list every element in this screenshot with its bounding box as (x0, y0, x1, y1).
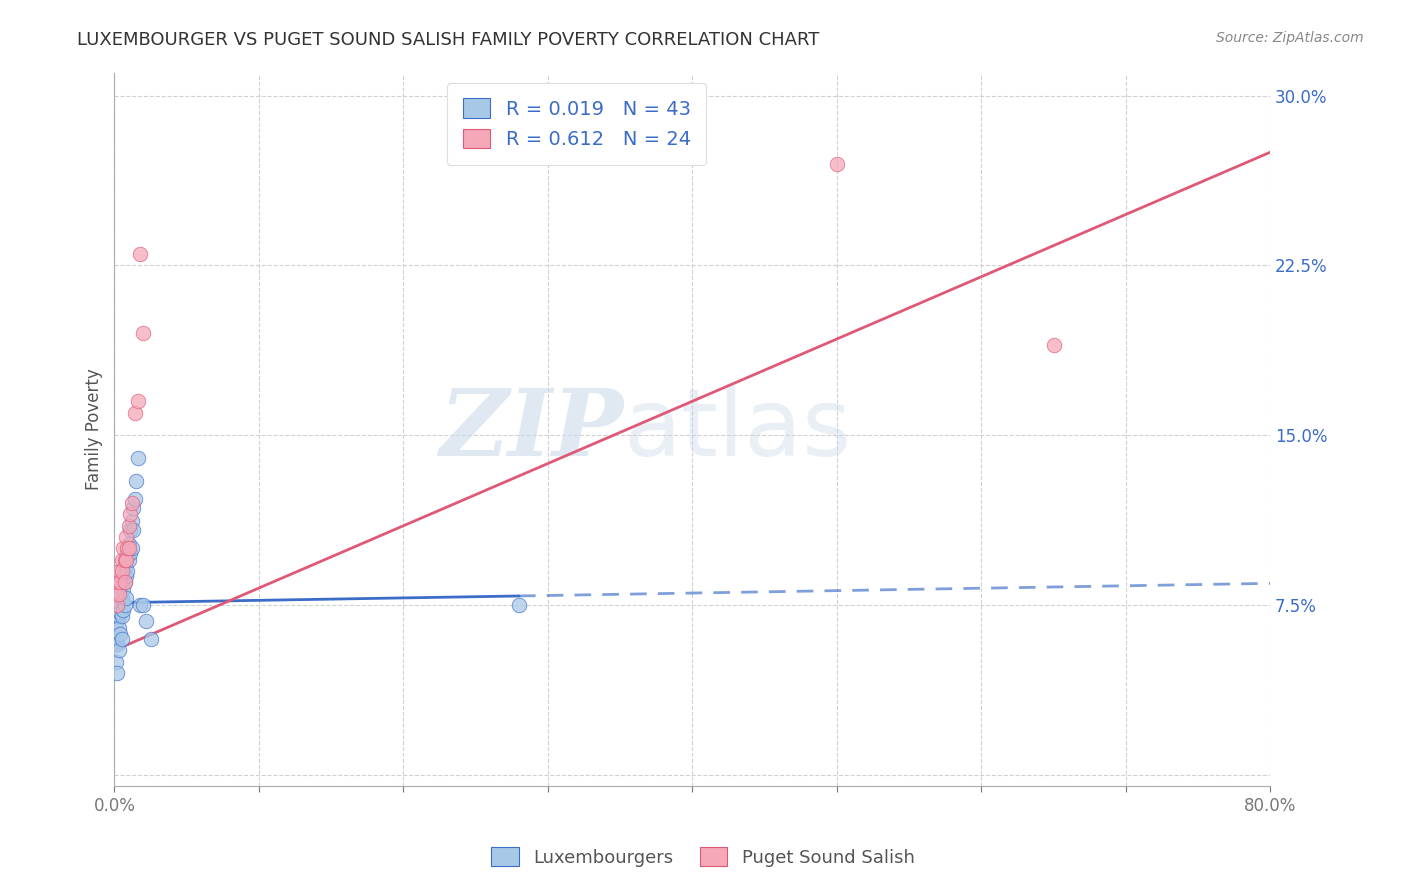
Point (111, 609, 134, 624)
Point (135, 614, 157, 628)
Point (115, 591, 138, 606)
Point (124, 491, 146, 506)
Point (129, 247, 152, 261)
Point (117, 546, 139, 560)
Point (118, 518, 141, 533)
Y-axis label: Family Poverty: Family Poverty (86, 368, 103, 491)
Point (105, 575, 128, 590)
Text: ZIP: ZIP (439, 384, 623, 475)
Point (107, 587, 129, 601)
Point (107, 643, 129, 657)
Point (118, 553, 141, 567)
Point (111, 564, 134, 578)
Point (104, 632, 127, 646)
Point (114, 575, 136, 590)
Point (108, 587, 131, 601)
Point (132, 598, 155, 612)
Point (105, 614, 128, 628)
Point (115, 553, 138, 567)
Point (121, 496, 143, 510)
Point (115, 553, 138, 567)
Point (139, 632, 162, 646)
Point (112, 582, 135, 597)
Point (108, 627, 131, 641)
Point (114, 553, 136, 567)
Text: Source: ZipAtlas.com: Source: ZipAtlas.com (1216, 31, 1364, 45)
Point (112, 602, 135, 616)
Text: LUXEMBOURGER VS PUGET SOUND SALISH FAMILY POVERTY CORRELATION CHART: LUXEMBOURGER VS PUGET SOUND SALISH FAMIL… (77, 31, 820, 49)
Point (108, 605, 131, 619)
Point (114, 575, 136, 590)
Point (107, 564, 129, 578)
Point (122, 524, 145, 538)
Point (132, 326, 155, 341)
Point (825, 156, 848, 170)
Point (127, 394, 149, 409)
Point (125, 474, 148, 488)
Point (127, 450, 149, 465)
Point (1042, 337, 1064, 351)
Point (118, 541, 141, 556)
Point (107, 609, 129, 624)
Point (124, 406, 146, 420)
Legend: Luxembourgers, Puget Sound Salish: Luxembourgers, Puget Sound Salish (484, 840, 922, 874)
Point (111, 553, 134, 567)
Point (121, 514, 143, 528)
Legend: R = 0.019   N = 43, R = 0.612   N = 24: R = 0.019 N = 43, R = 0.612 N = 24 (447, 83, 706, 165)
Point (105, 665, 128, 680)
Point (115, 530, 138, 544)
Point (508, 598, 530, 612)
Point (111, 632, 134, 646)
Point (105, 636, 128, 650)
Point (104, 655, 127, 669)
Point (114, 598, 136, 612)
Point (112, 541, 135, 556)
Point (129, 598, 152, 612)
Text: atlas: atlas (623, 384, 851, 475)
Point (112, 568, 135, 582)
Point (121, 541, 143, 556)
Point (108, 575, 131, 590)
Point (120, 508, 142, 522)
Point (115, 568, 138, 582)
Point (114, 559, 136, 574)
Point (107, 598, 129, 612)
Point (120, 524, 142, 538)
Point (122, 500, 145, 515)
Point (105, 598, 128, 612)
Point (111, 591, 134, 606)
Point (117, 541, 139, 556)
Point (120, 546, 142, 560)
Point (107, 621, 129, 635)
Point (117, 564, 139, 578)
Point (118, 537, 141, 551)
Point (111, 575, 134, 590)
Point (104, 587, 127, 601)
